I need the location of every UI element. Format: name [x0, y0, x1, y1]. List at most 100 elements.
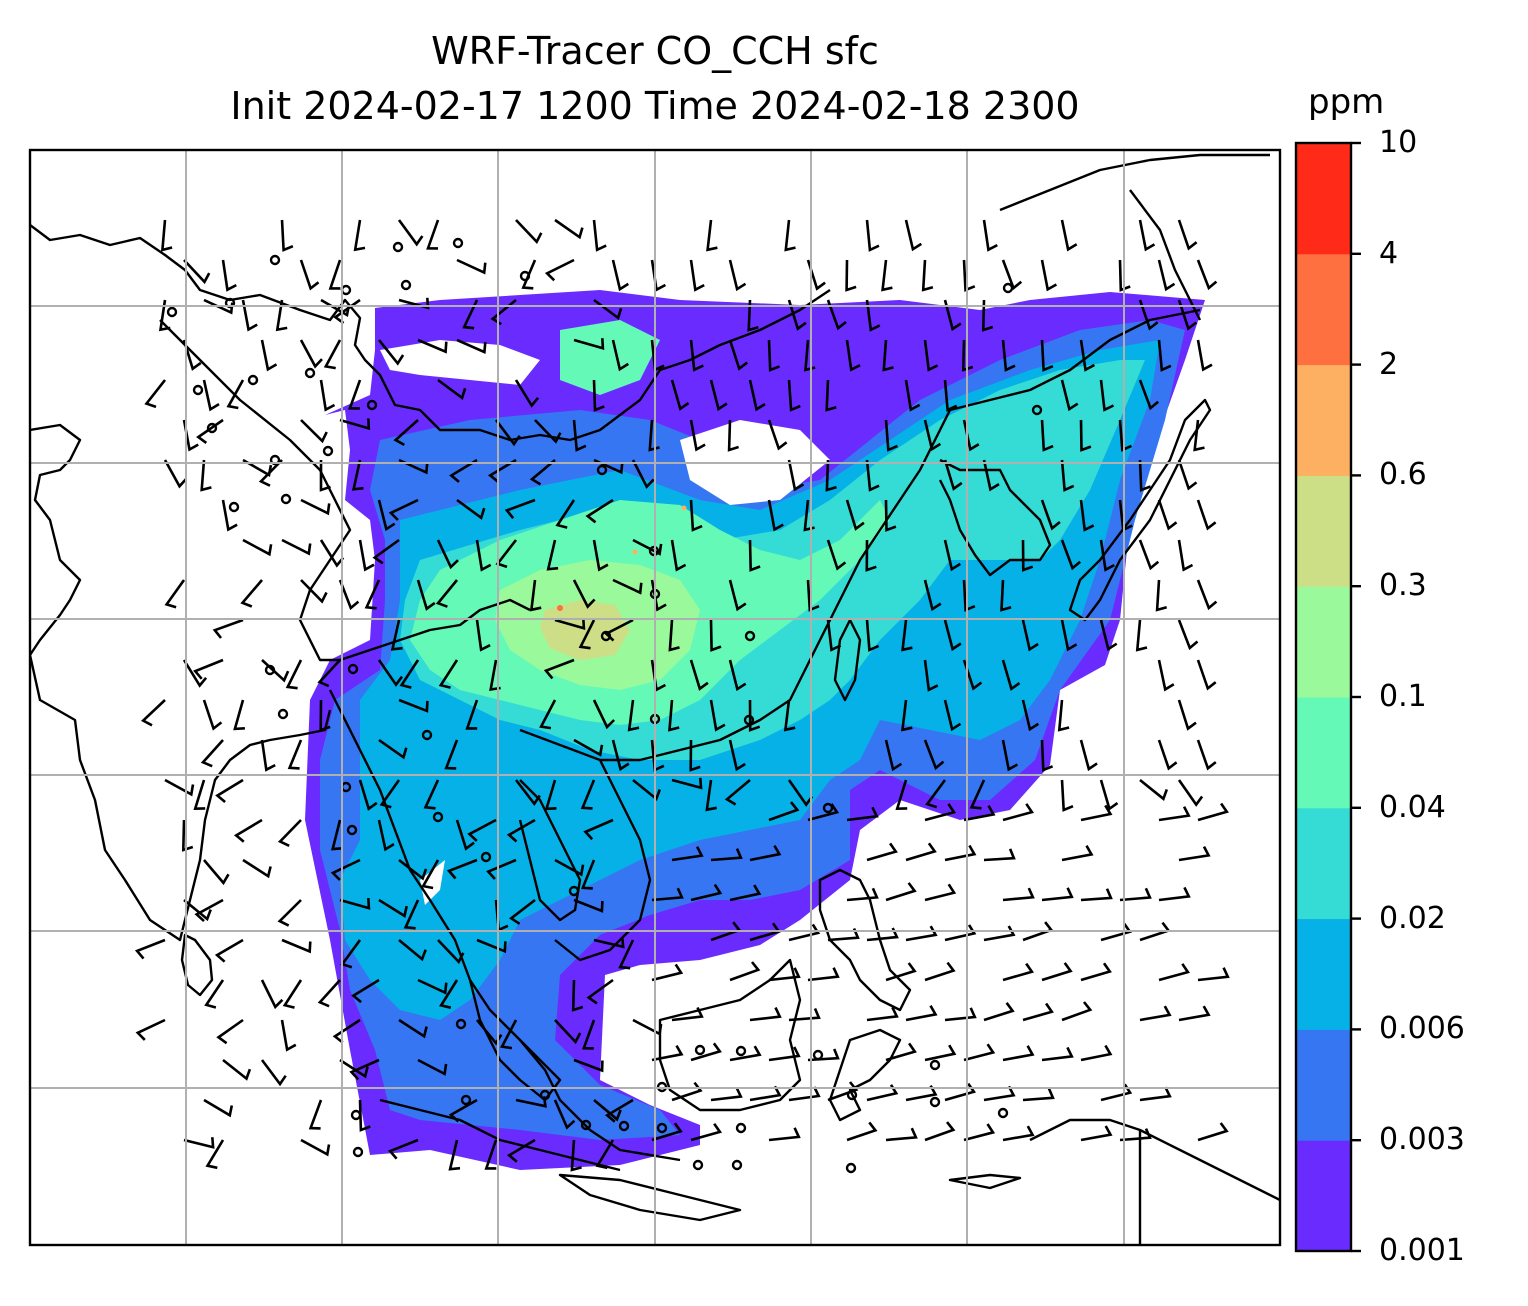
wind-barb	[981, 299, 994, 332]
wind-barb	[475, 619, 491, 652]
wind-barb	[379, 779, 401, 809]
wind-barb	[275, 299, 288, 332]
wind-barb	[1138, 459, 1151, 492]
wind-barb	[1177, 459, 1198, 491]
wind-barb	[1138, 539, 1160, 571]
wind-barb	[924, 803, 957, 822]
coastline-taiwan	[833, 618, 862, 702]
colorbar-segment	[1296, 586, 1351, 698]
wind-barb	[260, 739, 276, 772]
wind-barb	[826, 299, 847, 331]
wind-barb	[592, 699, 616, 730]
wind-barb	[1196, 739, 1217, 771]
colorbar-segment	[1296, 475, 1351, 587]
wind-barb	[884, 739, 903, 772]
colorbar-tick-label: 0.006	[1379, 1011, 1465, 1047]
wind-barbs	[134, 218, 1230, 1172]
wind-barb	[671, 1081, 703, 1102]
colorbar-tick-label: 0.6	[1379, 457, 1427, 493]
coastline-sulawesi	[828, 1028, 902, 1122]
wind-barb	[845, 339, 861, 372]
colorbar-tick-label: 0.02	[1379, 900, 1446, 936]
wind-barb	[671, 846, 704, 862]
wind-barb	[611, 339, 629, 372]
wind-barb	[242, 538, 273, 557]
wind-barb	[784, 219, 796, 252]
wind-barb	[416, 579, 436, 611]
wind-barb	[438, 659, 459, 689]
wind-barb	[728, 579, 747, 612]
wind-barb	[534, 419, 562, 444]
wind-barb	[650, 659, 667, 692]
wind-barb	[767, 419, 788, 451]
wind-barb	[403, 899, 420, 930]
wind-barb	[670, 539, 687, 572]
colorbar-tick-label: 0.003	[1379, 1122, 1465, 1158]
wind-barb	[1177, 219, 1198, 251]
tracer-hotspot	[681, 505, 687, 511]
wind-barb	[456, 258, 487, 275]
wind-barb	[339, 418, 371, 431]
colorbar-segment	[1296, 1140, 1351, 1252]
wind-barb	[449, 458, 478, 483]
wind-barb	[729, 884, 762, 902]
wind-barb	[573, 338, 605, 350]
wind-barb	[1080, 1044, 1113, 1062]
wind-barb	[1158, 806, 1191, 822]
wind-barb	[484, 1139, 498, 1170]
wind-barb	[299, 339, 323, 369]
wind-barb	[982, 459, 1000, 492]
wind-barb	[200, 459, 212, 492]
tracer-gap	[380, 340, 540, 385]
wind-barb	[164, 579, 186, 609]
wind-barb	[895, 779, 908, 811]
wind-barb	[465, 699, 479, 730]
wind-barb	[554, 218, 584, 240]
wind-barb	[437, 378, 467, 401]
wind-barb	[514, 779, 541, 807]
wind-barb	[398, 458, 429, 475]
wind-barb	[554, 858, 585, 877]
wind-barb	[277, 819, 302, 847]
wind-barb	[905, 925, 938, 942]
wind-barb	[846, 887, 879, 902]
wind-barb	[573, 898, 604, 913]
wind-barb	[475, 1019, 503, 1046]
wind-barb	[1139, 1086, 1172, 1102]
wind-barb	[338, 579, 360, 611]
wind-barb	[193, 658, 224, 680]
wind-barb	[611, 259, 629, 292]
wind-barb	[233, 699, 245, 731]
wind-barb	[1157, 339, 1172, 372]
colorbar-segment	[1296, 807, 1351, 920]
wind-barb	[728, 339, 748, 371]
wind-barb	[204, 979, 225, 1009]
wind-barb	[1177, 779, 1204, 807]
wind-barb	[924, 883, 957, 902]
wind-barb	[282, 979, 303, 1009]
wind-barb	[570, 1139, 582, 1172]
wind-barb	[287, 739, 303, 770]
wind-barb	[553, 1099, 576, 1130]
wind-barb	[280, 219, 294, 252]
wind-barb	[921, 259, 934, 292]
wind-barb	[448, 1139, 461, 1171]
wind-barb	[1040, 259, 1058, 292]
wind-barb	[183, 259, 211, 285]
wind-barb	[865, 459, 880, 492]
colorbar-segment	[1296, 1029, 1351, 1141]
wind-barb	[222, 1058, 252, 1081]
wind-barb	[709, 619, 722, 652]
wind-barb	[215, 778, 244, 803]
colorbar-unit-label: ppm	[1308, 82, 1385, 122]
wind-barb	[944, 844, 977, 862]
wind-barb	[353, 219, 366, 252]
wind-barb	[1002, 1125, 1035, 1142]
wind-barb	[768, 801, 800, 822]
wind-barb	[332, 1018, 361, 1044]
wind-barb	[885, 882, 917, 902]
wind-barb	[1118, 419, 1133, 452]
colorbar-tick-label: 2	[1379, 346, 1399, 382]
wind-barb	[1157, 659, 1175, 692]
wind-barb	[706, 219, 718, 252]
